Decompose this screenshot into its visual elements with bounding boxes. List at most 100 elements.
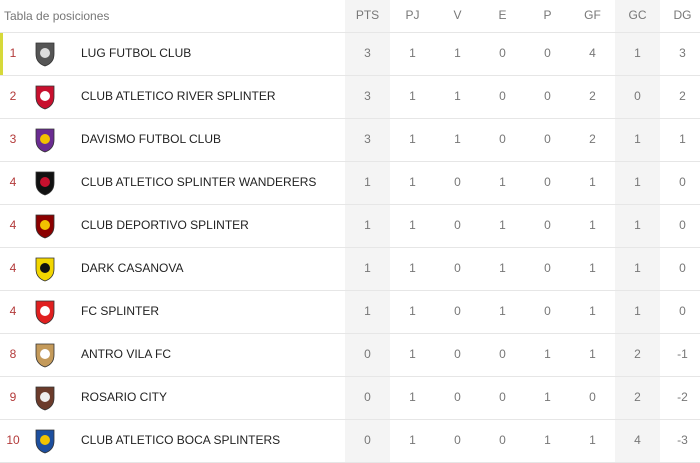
stat-cell: 1 [454,89,461,103]
stat-cell: 0 [679,261,686,275]
table-row: 10 CLUB ATLETICO BOCA SPLINTERS 0 1 0 0 1 1 4 -3 [0,420,700,463]
stat-cell: 0 [499,46,506,60]
table-title: Tabla de posiciones [4,9,110,23]
stat-cell: 1 [409,390,416,404]
stat-cell: 0 [499,390,506,404]
team-logo [35,343,55,368]
position: 10 [6,433,20,447]
position: 4 [9,175,17,189]
leader-marker [0,33,3,75]
team-name: FC SPLINTER [81,304,160,318]
stat-cell: 0 [544,46,551,60]
stat-cell: 1 [409,347,416,361]
stat-cell: 1 [409,175,416,189]
position: 2 [9,89,17,103]
stat-cell: 4 [589,46,596,60]
team-name: ROSARIO CITY [81,390,168,404]
team-name: CLUB ATLETICO SPLINTER WANDERERS [81,175,317,189]
column-header: P [543,8,552,22]
stat-cell: 1 [544,347,551,361]
stat-cell: 0 [454,304,461,318]
table-row: 4 CLUB DEPORTIVO SPLINTER 1 1 0 1 0 1 1 0 [0,205,700,248]
team-logo [35,171,55,196]
stat-cell: 0 [454,390,461,404]
team-logo [35,128,55,153]
stat-cell: 4 [634,433,641,447]
table-row: 3 DAVISMO FUTBOL CLUB 3 1 1 0 0 2 1 1 [0,119,700,162]
stat-cell: 2 [634,390,641,404]
team-name: LUG FUTBOL CLUB [81,46,192,60]
stat-cell: 1 [499,218,506,232]
column-header: V [453,8,462,22]
column-shade [345,0,390,463]
stat-cell: 1 [634,175,641,189]
table-row: 4 CLUB ATLETICO SPLINTER WANDERERS 1 1 0 1 0 1 1… [0,162,700,205]
team-logo [35,214,55,239]
table-row: 9 ROSARIO CITY 0 1 0 0 1 0 2 -2 [0,377,700,420]
stat-cell: 1 [589,433,596,447]
stat-cell: 0 [544,218,551,232]
stat-cell: 0 [364,433,371,447]
column-header: PJ [405,8,420,22]
team-logo [35,42,55,67]
stat-cell: 2 [634,347,641,361]
table-row: 8 ANTRO VILA FC 0 1 0 0 1 1 2 -1 [0,334,700,377]
column-header: DG [673,8,692,22]
team-logo [35,386,55,411]
stat-cell: 0 [544,89,551,103]
table-row: 2 CLUB ATLETICO RIVER SPLINTER 3 1 1 0 0 2 0 2 [0,76,700,119]
team-name: DAVISMO FUTBOL CLUB [81,132,222,146]
stat-cell: 1 [589,347,596,361]
stat-cell: 0 [589,390,596,404]
stat-cell: 1 [409,89,416,103]
stat-cell: -3 [677,433,688,447]
stat-cell: 0 [679,304,686,318]
column-header: GF [584,8,601,22]
stat-cell: 1 [499,261,506,275]
stat-cell: 1 [409,218,416,232]
stat-cell: 2 [589,89,596,103]
team-logo [35,85,55,110]
stat-cell: 3 [364,132,371,146]
stat-cell: 3 [364,89,371,103]
stat-cell: 1 [589,261,596,275]
stat-cell: 1 [679,132,686,146]
stat-cell: 0 [499,433,506,447]
column-shade [615,0,660,463]
stat-cell: 0 [454,433,461,447]
stat-cell: 1 [409,304,416,318]
stat-cell: 0 [499,89,506,103]
stat-cell: 0 [364,347,371,361]
stat-cell: 1 [499,175,506,189]
column-header: PTS [355,8,380,22]
position: 4 [9,304,17,318]
stat-cell: 1 [454,46,461,60]
team-name: ANTRO VILA FC [81,347,172,361]
stat-cell: 1 [634,304,641,318]
stat-cell: 1 [409,261,416,275]
stat-cell: 1 [589,218,596,232]
stat-cell: 0 [499,132,506,146]
table-row: 4 DARK CASANOVA 1 1 0 1 0 1 1 0 [0,248,700,291]
stat-cell: 0 [454,347,461,361]
stat-cell: 1 [454,132,461,146]
column-header: E [498,8,507,22]
team-name: CLUB ATLETICO RIVER SPLINTER [81,89,276,103]
stat-cell: 1 [364,261,371,275]
stat-cell: -1 [677,347,688,361]
stat-cell: 1 [499,304,506,318]
stat-cell: 1 [409,46,416,60]
stat-cell: 0 [679,175,686,189]
stat-cell: 1 [544,433,551,447]
position: 8 [9,347,17,361]
stat-cell: 1 [589,304,596,318]
stat-cell: 0 [544,261,551,275]
team-name: DARK CASANOVA [81,261,184,275]
stat-cell: 3 [679,46,686,60]
position: 1 [9,46,17,60]
stat-cell: 0 [679,218,686,232]
stat-cell: 0 [364,390,371,404]
position: 4 [9,218,17,232]
column-header: GC [628,8,647,22]
